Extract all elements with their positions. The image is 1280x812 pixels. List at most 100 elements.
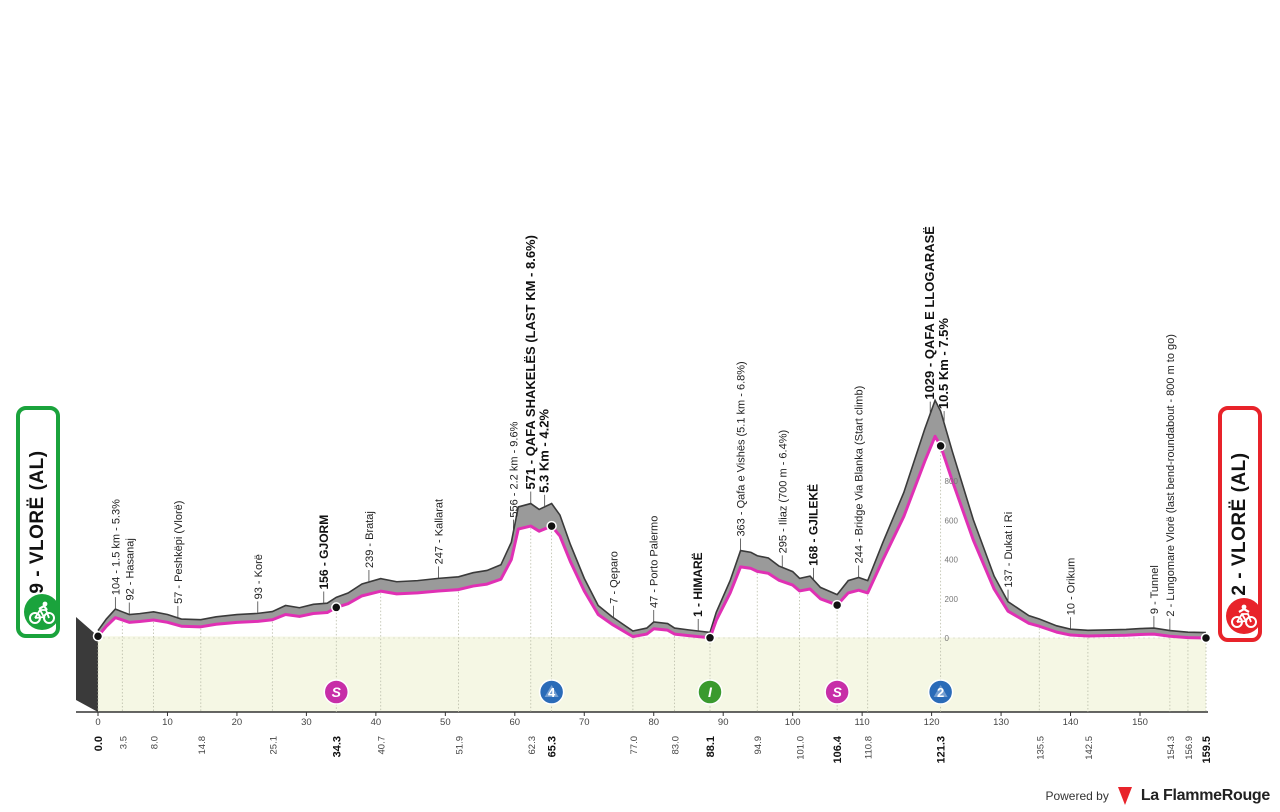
mountain-icon bbox=[544, 685, 559, 697]
annotation-label: 57 - Peshkëpi (Vlorë) bbox=[173, 501, 185, 604]
axis-tick-label: 50 bbox=[440, 717, 451, 728]
mountain-icon bbox=[933, 685, 948, 697]
axis-tick-label: 90 bbox=[718, 717, 729, 728]
axis-tick-label: 60 bbox=[510, 717, 521, 728]
axis-tick-label: 150 bbox=[1132, 717, 1148, 728]
elevation-tick-label: 0 bbox=[945, 634, 950, 643]
annotation-label: 137 - Dukat i Ri bbox=[1003, 512, 1015, 588]
km-marker-label: 14.8 bbox=[197, 736, 208, 755]
powered-by-text: Powered by bbox=[1045, 789, 1109, 803]
annotation-label: 2 - Lungomare Vlorë (last bend-roundabou… bbox=[1165, 334, 1177, 617]
climb-category-badge bbox=[927, 679, 954, 705]
km-marker-label: 51.9 bbox=[455, 736, 466, 755]
sprint-badge bbox=[323, 679, 350, 705]
annotation-label: 571 - QAFA SHAKELËS (LAST KM - 8.6%) bbox=[523, 235, 538, 490]
key-point-dot bbox=[546, 520, 557, 532]
elevation-ticks: 0 200 400 600 800 bbox=[945, 477, 959, 643]
elevation-tick-label: 200 bbox=[945, 595, 959, 604]
key-point-dot bbox=[331, 602, 342, 613]
key-point-dot bbox=[831, 599, 843, 611]
km-marker-label: 159.5 bbox=[1201, 736, 1213, 764]
km-marker-label: 94.9 bbox=[753, 736, 764, 755]
key-point-dots bbox=[92, 440, 1212, 644]
km-marker-label: 156.9 bbox=[1184, 736, 1195, 760]
sprint-badge-letter: S bbox=[332, 684, 342, 700]
sprint-badge-letter: I bbox=[708, 684, 713, 700]
climb-category-badge bbox=[538, 679, 565, 705]
km-marker-label: 154.3 bbox=[1166, 736, 1177, 760]
axis-tick-label: 80 bbox=[648, 717, 659, 728]
annotation-label: 556 - 2.2 km - 9.6% bbox=[508, 421, 520, 517]
profile-top-edge bbox=[97, 398, 1207, 634]
elevation-tick-label: 400 bbox=[945, 556, 959, 565]
km-marker-label: 135.5 bbox=[1035, 736, 1046, 760]
annotation-label: 10 - Orikum bbox=[1066, 558, 1078, 615]
annotation-label: 93 - Korë bbox=[253, 554, 265, 599]
annotation-label: 7 - Qeparo bbox=[608, 551, 620, 604]
km-marker-label: 62.3 bbox=[527, 736, 538, 755]
axis-tick-label: 0 bbox=[95, 717, 100, 728]
key-point-dot bbox=[92, 630, 104, 642]
sprint-badge-letter: S bbox=[832, 684, 842, 700]
annotation-label: 156 - GJORM bbox=[317, 515, 331, 590]
annotation-label: 239 - Brataj bbox=[364, 511, 376, 568]
km-marker-label: 121.3 bbox=[936, 736, 948, 764]
annotation-label: 363 - Qafa e Vishës (5.1 km - 6.8%) bbox=[736, 361, 748, 536]
cyclist-finish-icon bbox=[1226, 598, 1262, 634]
axis-tick-label: 110 bbox=[855, 717, 870, 728]
finish-label: 2 - VLORË (AL) bbox=[1229, 452, 1250, 596]
axis-tick-label: 10 bbox=[162, 717, 173, 728]
key-point-dot bbox=[935, 440, 946, 452]
annotation-label: 244 - Bridge Via Blanka (Start climb) bbox=[854, 386, 866, 564]
km-marker-label: 110.8 bbox=[864, 736, 875, 759]
elevation-profile bbox=[97, 398, 1207, 638]
annotation-label: 47 - Porto Palermo bbox=[649, 516, 661, 608]
km-marker-label: 88.1 bbox=[705, 736, 717, 757]
km-marker-label: 40.7 bbox=[377, 736, 388, 755]
axis-tick-label: 100 bbox=[785, 717, 801, 728]
annotation-label: 168 - GJILEKË bbox=[806, 484, 821, 566]
km-marker-label: 3.5 bbox=[118, 736, 129, 749]
km-marker-label: 101.0 bbox=[796, 736, 807, 760]
powered-by: Powered by La FlammeRouge bbox=[1045, 786, 1270, 806]
annotation-label: 247 - Kallarat bbox=[433, 499, 445, 564]
axis-tick-label: 130 bbox=[993, 717, 1009, 728]
key-point-dot bbox=[704, 632, 716, 644]
axis-tick-label: 20 bbox=[232, 717, 243, 728]
km-marker-label: 34.3 bbox=[331, 736, 343, 757]
sprint-climb-markers: S I S 4 2 bbox=[323, 679, 954, 705]
annotation-label: 9 - Tunnel bbox=[1149, 565, 1161, 614]
km-axis: 0 10 20 30 40 50 60 70 80 90 100 110 120 130 140 150 0.0… bbox=[93, 712, 1213, 764]
cyclist-start-icon bbox=[24, 594, 60, 630]
km-marker-label: 106.4 bbox=[832, 735, 844, 763]
annotation-label: 104 - 1.5 km - 5.3% bbox=[110, 499, 122, 595]
axis-tick-label: 120 bbox=[924, 717, 940, 728]
start-badge: 9 - VLORË (AL) bbox=[16, 406, 60, 638]
annotation-label: 10.5 Km - 7.5% bbox=[936, 318, 951, 409]
left-edge-shadow bbox=[76, 617, 98, 712]
km-marker-label: 65.3 bbox=[547, 736, 559, 757]
road-line-path bbox=[96, 434, 1207, 640]
annotation-label: 295 - Iliaz (700 m - 6.4%) bbox=[777, 430, 789, 554]
flamme-rouge-logo-icon bbox=[1117, 787, 1132, 805]
road-line bbox=[96, 434, 1207, 640]
place-annotations: 104 - 1.5 km - 5.3% 92 - Hasanaj 57 - Pesh… bbox=[110, 226, 1177, 632]
km-marker-label: 142.5 bbox=[1084, 736, 1095, 760]
sprint-badge bbox=[697, 679, 723, 705]
start-label: 9 - VLORË (AL) bbox=[27, 450, 48, 594]
key-point-dot bbox=[1200, 632, 1212, 644]
sprint-badge bbox=[824, 679, 850, 705]
axis-tick-label: 30 bbox=[301, 717, 312, 728]
km-marker-label: 0.0 bbox=[93, 736, 105, 751]
annotation-label: 92 - Hasanaj bbox=[124, 538, 136, 600]
annotation-label: 1 - HIMARË bbox=[690, 552, 705, 617]
annotation-label: 1029 - QAFA E LLOGARASË bbox=[922, 226, 937, 400]
ground-fill bbox=[98, 636, 1206, 712]
km-marker-label: 83.0 bbox=[671, 736, 682, 755]
km-marker-label: 77.0 bbox=[629, 736, 640, 755]
axis-tick-label: 40 bbox=[371, 717, 382, 728]
climb-category-number: 4 bbox=[548, 685, 556, 700]
annotation-label: 5.3 Km - 4.2% bbox=[537, 409, 552, 493]
km-marker-label: 25.1 bbox=[268, 736, 279, 755]
